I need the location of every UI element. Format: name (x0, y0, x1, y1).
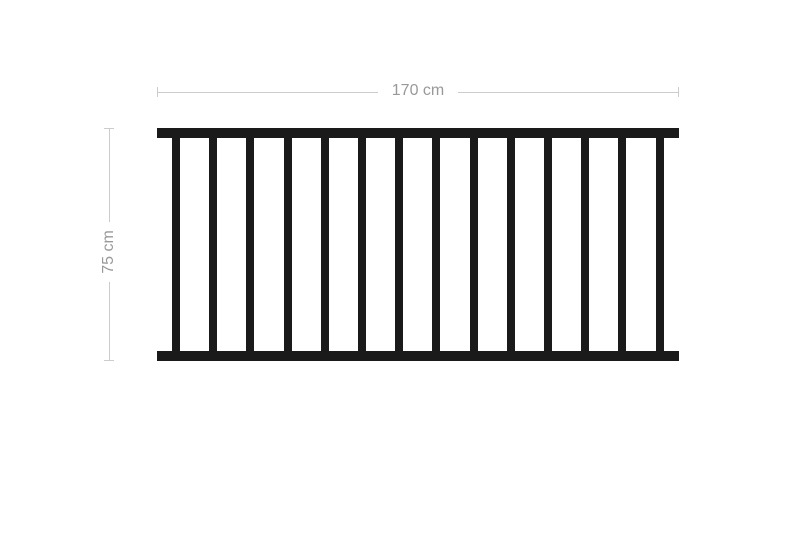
width-dim-tick-left (157, 87, 158, 97)
fence-bar (581, 138, 589, 351)
fence-bottom-rail (157, 351, 679, 361)
fence-bar (284, 138, 292, 351)
fence-bar (618, 138, 626, 351)
fence-bar (470, 138, 478, 351)
fence-bar (544, 138, 552, 351)
width-dim-label: 170 cm (378, 82, 458, 100)
fence-bar (656, 138, 664, 351)
fence-bar (321, 138, 329, 351)
fence-bar (395, 138, 403, 351)
width-dim-tick-right (678, 87, 679, 97)
dimension-diagram: 170 cm 75 cm (0, 0, 800, 533)
fence-bar (432, 138, 440, 351)
fence-bar (172, 138, 180, 351)
fence-bar (507, 138, 515, 351)
height-dim-tick-top (104, 128, 114, 129)
fence-bar (358, 138, 366, 351)
height-dim-label: 75 cm (92, 222, 126, 282)
fence-top-rail (157, 128, 679, 138)
fence-bar (246, 138, 254, 351)
fence-bar (209, 138, 217, 351)
height-dim-tick-bottom (104, 360, 114, 361)
